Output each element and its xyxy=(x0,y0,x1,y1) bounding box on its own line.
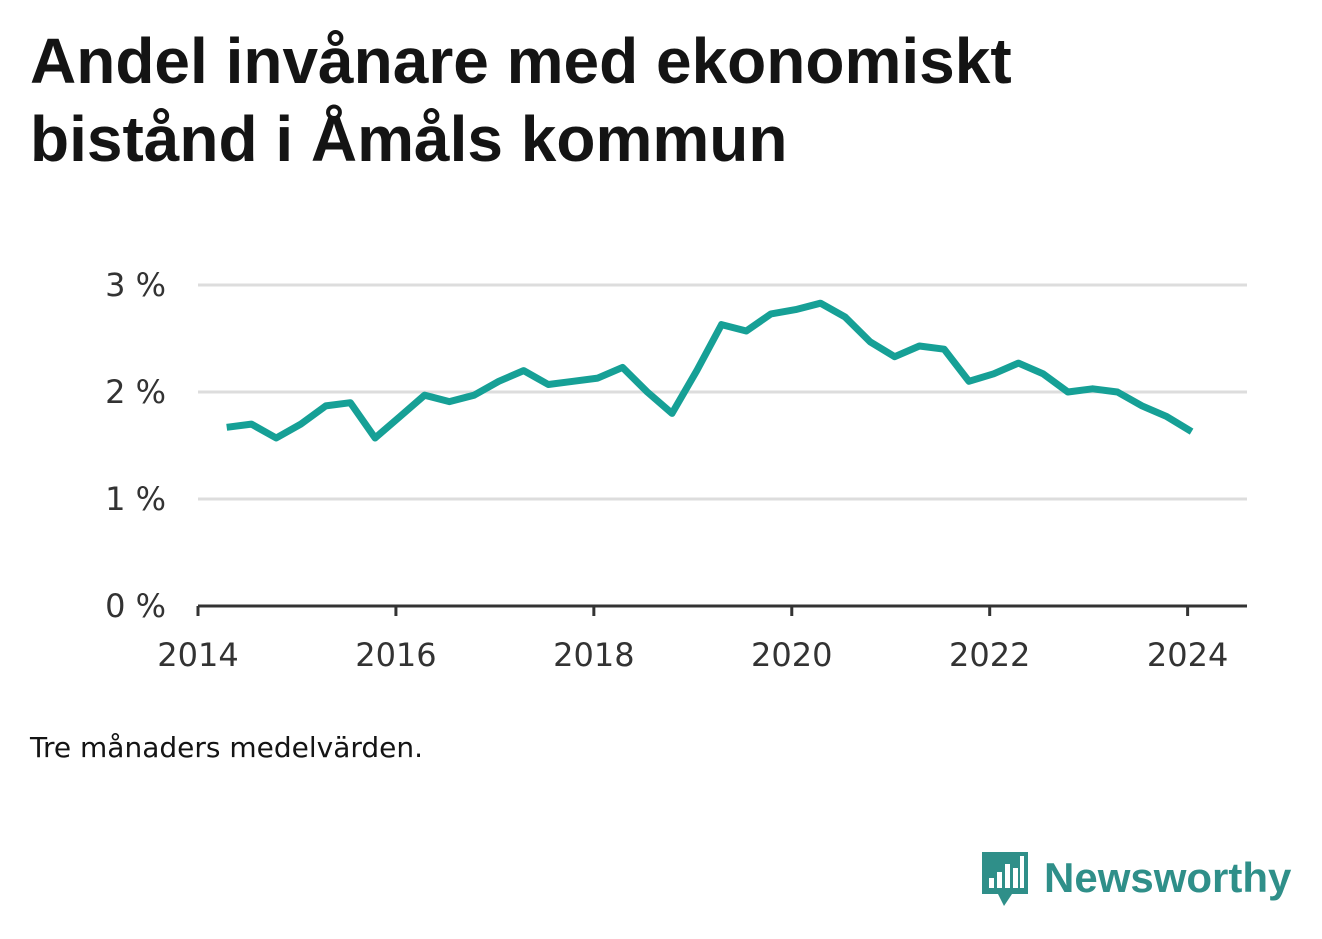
data-point xyxy=(990,370,997,377)
data-point xyxy=(570,378,577,385)
data-point xyxy=(1163,413,1170,420)
chart-title: Andel invånare med ekonomiskt bistånd i … xyxy=(30,25,1012,175)
data-point xyxy=(768,310,775,317)
data-point xyxy=(1040,370,1047,377)
data-point xyxy=(1188,428,1195,435)
y-tick-label: 3 % xyxy=(105,266,166,304)
data-point xyxy=(594,375,601,382)
data-point xyxy=(1064,389,1071,396)
data-point xyxy=(891,353,898,360)
data-point xyxy=(396,413,403,420)
data-point xyxy=(792,306,799,313)
data-point xyxy=(1015,360,1022,367)
data-point xyxy=(223,424,230,431)
data-point xyxy=(669,410,676,417)
data-point xyxy=(718,321,725,328)
series-layer xyxy=(223,299,1195,442)
x-tick-label: 2014 xyxy=(157,636,238,674)
x-tick-label: 2022 xyxy=(949,636,1030,674)
data-point xyxy=(1089,385,1096,392)
x-tick-label: 2018 xyxy=(553,636,634,674)
y-tick-label: 0 % xyxy=(105,587,166,625)
brand-logo[interactable]: Newsworthy xyxy=(980,848,1291,908)
data-point xyxy=(941,346,948,353)
series-line xyxy=(226,299,1194,442)
data-point xyxy=(322,402,329,409)
x-tick-label: 2020 xyxy=(751,636,832,674)
x-tick-label: 2016 xyxy=(355,636,436,674)
y-axis-ticks: 0 % 1 % 2 % 3 % xyxy=(105,266,166,625)
data-point xyxy=(743,328,750,335)
data-point xyxy=(273,435,280,442)
data-point xyxy=(644,389,651,396)
data-point xyxy=(471,392,478,399)
bar-chart-speech-bubble-icon xyxy=(982,852,1028,906)
data-point xyxy=(817,300,824,307)
brand-name: Newsworthy xyxy=(1044,854,1292,901)
data-point xyxy=(916,343,923,350)
chart-note: Tre månaders medelvärden. xyxy=(30,731,424,764)
y-tick-label: 1 % xyxy=(105,480,166,518)
data-point xyxy=(248,421,255,428)
data-point xyxy=(693,367,700,374)
data-point xyxy=(495,378,502,385)
data-point xyxy=(619,364,626,371)
data-point xyxy=(446,398,453,405)
data-point xyxy=(965,378,972,385)
data-point xyxy=(520,367,527,374)
data-point xyxy=(842,314,849,321)
data-point xyxy=(867,338,874,345)
y-tick-label: 2 % xyxy=(105,373,166,411)
x-tick-label: 2024 xyxy=(1147,636,1228,674)
data-point xyxy=(347,399,354,406)
data-point xyxy=(545,381,552,388)
data-point xyxy=(421,392,428,399)
data-point xyxy=(297,421,304,428)
x-axis-ticks: 2014 2016 2018 2020 2022 2024 xyxy=(157,606,1228,674)
data-point xyxy=(1139,402,1146,409)
data-point xyxy=(1114,389,1121,396)
data-point xyxy=(372,435,379,442)
